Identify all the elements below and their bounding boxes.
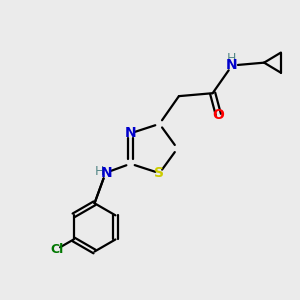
Text: O: O (212, 107, 224, 122)
Text: N: N (125, 126, 136, 140)
Text: Cl: Cl (50, 242, 64, 256)
Text: H: H (94, 165, 104, 178)
Text: N: N (226, 58, 238, 73)
Text: S: S (154, 166, 164, 180)
Text: H: H (227, 52, 236, 65)
Text: N: N (100, 167, 112, 180)
